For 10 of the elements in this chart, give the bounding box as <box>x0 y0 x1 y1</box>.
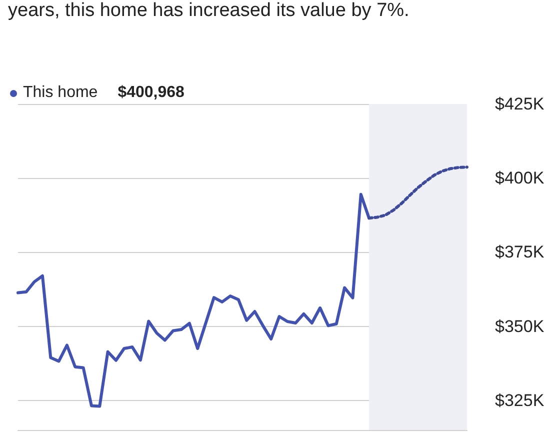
chart-title: years, this home has increased its value by 7%. <box>8 0 410 22</box>
y-tick-label: $350K <box>495 316 545 336</box>
text: $400,968 <box>118 84 184 102</box>
y-tick-label: $400K <box>495 168 545 188</box>
y-tick-label: $425K <box>495 94 545 114</box>
legend-label: This home <box>23 84 98 102</box>
y-tick-label: $325K <box>495 390 545 410</box>
y-tick-label: $375K <box>495 242 545 262</box>
line-series <box>368 166 468 220</box>
line-series <box>16 192 371 408</box>
